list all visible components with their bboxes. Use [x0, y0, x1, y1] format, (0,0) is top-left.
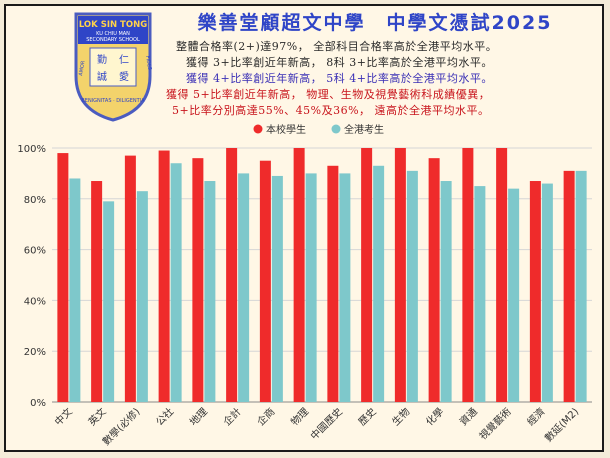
- bar-school: [563, 170, 575, 402]
- summary-line-1: 整體合格率(2+)達97%， 全部科目合格率高於全港平均水平。: [176, 40, 498, 53]
- x-tick-label: 地理: [187, 405, 210, 428]
- summary-line-3: 獲得 4+比率創近年新高， 5科 4+比率高於全港平均水平。: [186, 72, 493, 85]
- x-tick-label: 企商: [254, 405, 277, 428]
- logo-char-3: 誠: [97, 70, 107, 83]
- bar-hk: [575, 170, 587, 402]
- bar-hk: [406, 170, 418, 402]
- x-tick-label: 視覺藝術: [476, 405, 513, 442]
- legend-label: 全港考生: [344, 123, 384, 136]
- logo-motto-right: FIDES: [144, 55, 152, 70]
- bar-school: [124, 155, 136, 402]
- bar-school: [327, 165, 339, 402]
- x-tick-label: 資通: [457, 406, 480, 429]
- bar-hk: [541, 183, 553, 402]
- bar-school: [529, 181, 541, 402]
- bar-school: [259, 160, 271, 402]
- x-tick-label: 數延(M2): [542, 405, 582, 445]
- y-tick-label: 40%: [24, 296, 46, 307]
- bar-hk: [136, 191, 148, 402]
- x-tick-label: 數學(必修): [99, 405, 142, 448]
- summary-line-4: 獲得 5+比率創近年新高， 物理、生物及視覺藝術科成績優異，: [166, 88, 491, 101]
- y-tick-label: 60%: [24, 246, 46, 257]
- bar-school: [158, 150, 170, 402]
- y-tick-label: 80%: [24, 195, 46, 206]
- bar-hk: [238, 173, 250, 402]
- x-tick-label: 中文: [52, 405, 75, 428]
- x-tick-label: 企計: [220, 405, 243, 428]
- bar-hk: [271, 175, 283, 402]
- page-title: 樂善堂顧超文中學 中學文憑試2025: [197, 12, 553, 34]
- y-tick-label: 100%: [17, 144, 46, 155]
- bar-hk: [305, 173, 317, 402]
- legend-label: 本校學生: [266, 123, 306, 136]
- x-tick-label: 化學: [423, 405, 446, 428]
- x-tick-label: 中國歷史: [308, 405, 345, 442]
- bar-school: [226, 148, 238, 402]
- logo-char-1: 勤: [97, 53, 107, 66]
- bar-school: [361, 148, 373, 402]
- x-tick-label: 英文: [85, 405, 108, 428]
- bar-hk: [508, 188, 520, 402]
- x-tick-label: 生物: [389, 405, 412, 428]
- bar-school: [57, 153, 69, 402]
- bar-school: [428, 158, 440, 402]
- bar-school: [192, 158, 204, 402]
- x-tick-label: 物理: [288, 405, 311, 428]
- school-logo: LOK SIN TONG KU CHIU MAN SECONDARY SCHOO…: [74, 12, 152, 122]
- logo-char-4: 愛: [119, 70, 129, 83]
- bar-school: [462, 148, 474, 402]
- bar-hk: [103, 201, 115, 402]
- summary-line-5: 5+比率分別高達55%、45%及36%， 遠高於全港平均水平。: [172, 104, 490, 117]
- bar-hk: [474, 186, 486, 402]
- bar-hk: [69, 178, 81, 402]
- bar-hk: [170, 163, 182, 402]
- bar-school: [293, 148, 305, 402]
- legend-marker: [331, 124, 341, 134]
- x-tick-label: 歷史: [356, 406, 379, 429]
- y-tick-label: 0%: [30, 398, 46, 409]
- bar-hk: [339, 173, 351, 402]
- x-tick-label: 公社: [153, 405, 176, 428]
- bar-school: [394, 148, 406, 402]
- bar-school: [91, 181, 103, 402]
- bar-hk: [440, 181, 452, 402]
- logo-motto-left: AMOR: [78, 60, 87, 76]
- logo-motto-bottom: BENIGNITAS · DILIGENTIA: [81, 98, 145, 104]
- bar-hk: [373, 165, 385, 402]
- legend-marker: [253, 124, 263, 134]
- logo-char-2: 仁: [119, 54, 129, 66]
- bar-school: [496, 148, 508, 402]
- summary-line-2: 獲得 3+比率創近年新高， 8科 3+比率高於全港平均水平。: [186, 56, 493, 69]
- x-tick-label: 經濟: [524, 405, 547, 428]
- y-tick-label: 20%: [24, 347, 46, 358]
- logo-sub-text-1: KU CHIU MAN: [96, 31, 130, 37]
- logo-sub-text-2: SECONDARY SCHOOL: [86, 37, 140, 43]
- bar-hk: [204, 181, 216, 402]
- logo-name-text: LOK SIN TONG: [79, 20, 147, 30]
